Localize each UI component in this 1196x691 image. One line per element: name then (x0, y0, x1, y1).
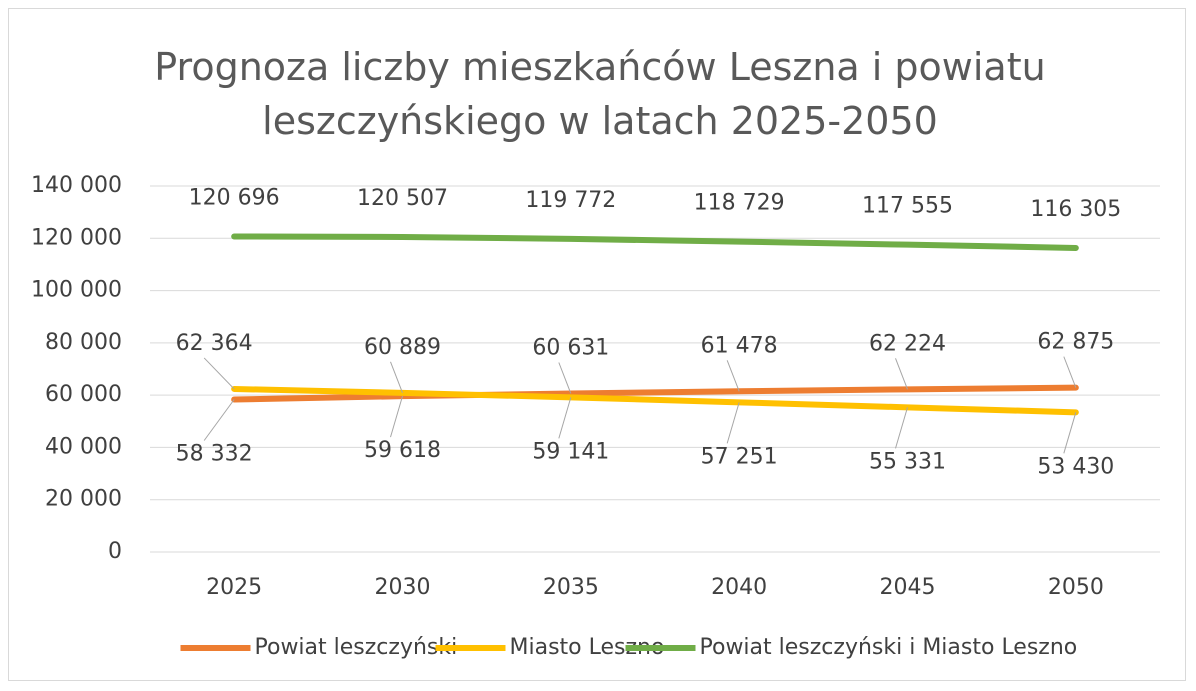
leader-line (1063, 412, 1077, 454)
leader-line (895, 407, 908, 449)
legend-label: Powiat leszczyński (255, 635, 458, 660)
data-label: 62 875 (1037, 330, 1114, 355)
leader-line (1063, 356, 1077, 388)
data-label: 60 631 (532, 335, 609, 360)
leader-line (203, 399, 235, 441)
data-label: 62 224 (869, 331, 946, 356)
y-tick-label: 60 000 (45, 382, 122, 407)
y-tick-label: 20 000 (45, 487, 122, 512)
data-label: 116 305 (1030, 197, 1121, 222)
legend-label: Powiat leszczyński i Miasto Leszno (700, 635, 1078, 660)
y-tick-label: 100 000 (31, 278, 122, 303)
series-line (231, 384, 1079, 403)
x-tick-label: 2035 (543, 575, 599, 600)
leader-line (895, 358, 908, 390)
leader-line (558, 362, 572, 394)
data-label: 117 555 (862, 194, 953, 219)
y-tick-label: 80 000 (45, 330, 122, 355)
leader-line (390, 396, 403, 438)
chart-frame (8, 8, 1186, 681)
y-tick-label: 140 000 (31, 173, 122, 198)
data-label: 60 889 (364, 335, 441, 360)
data-label: 119 772 (525, 188, 616, 213)
data-label: 120 696 (189, 185, 280, 210)
x-tick-label: 2050 (1048, 575, 1104, 600)
data-label: 55 331 (869, 449, 946, 474)
data-label: 62 364 (176, 331, 253, 356)
y-tick-label: 120 000 (31, 225, 122, 250)
data-label: 53 430 (1037, 454, 1114, 479)
y-tick-label: 40 000 (45, 434, 122, 459)
data-label: 118 729 (694, 191, 785, 216)
data-label: 59 141 (532, 439, 609, 464)
y-tick-label: 0 (108, 539, 122, 564)
leader-line (726, 360, 740, 392)
series-line (231, 385, 1079, 416)
x-tick-label: 2025 (206, 575, 262, 600)
x-tick-label: 2030 (375, 575, 431, 600)
x-tick-label: 2045 (880, 575, 936, 600)
chart-title: Prognoza liczby mieszkańców Leszna i pow… (154, 45, 1046, 143)
x-tick-label: 2040 (711, 575, 767, 600)
data-label: 59 618 (364, 438, 441, 463)
data-label: 61 478 (701, 333, 778, 358)
leader-line (203, 357, 235, 390)
data-label: 58 332 (176, 442, 253, 467)
data-label: 57 251 (701, 444, 778, 469)
leader-line (390, 361, 403, 393)
leader-line (558, 397, 572, 439)
data-label: 120 507 (357, 186, 448, 211)
leader-line (726, 402, 740, 444)
series-line (231, 233, 1079, 251)
